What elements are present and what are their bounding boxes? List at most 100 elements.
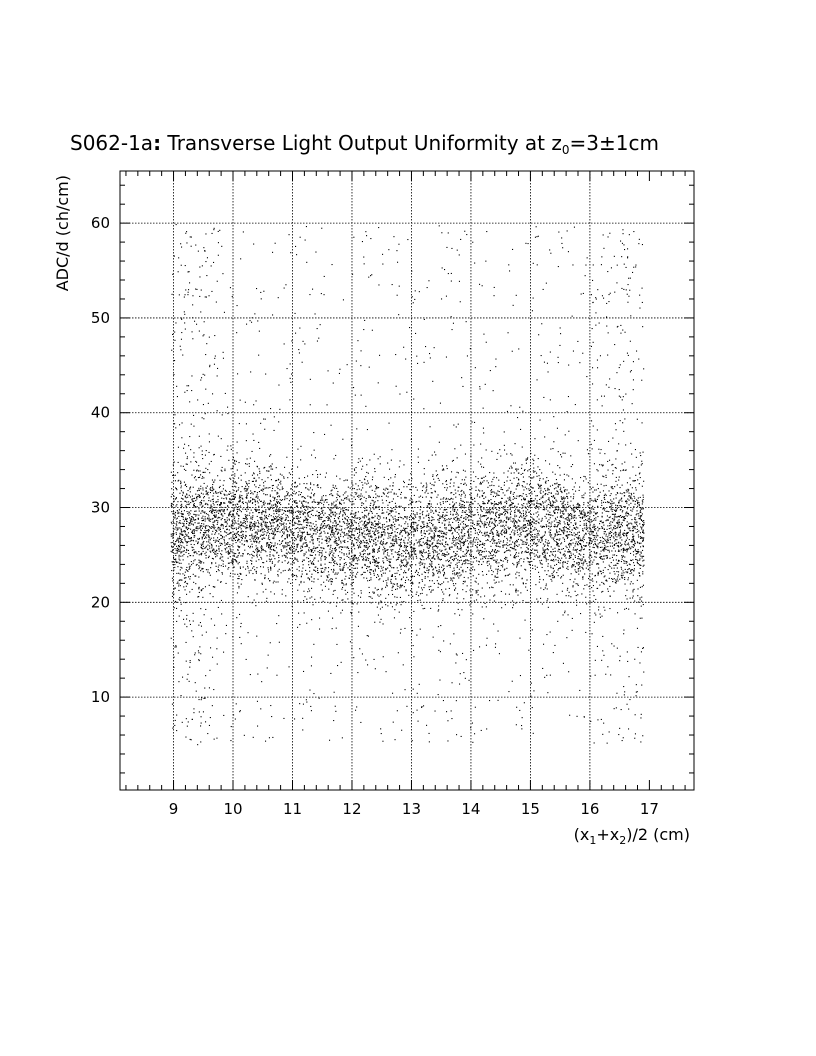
scatter-point [291,521,293,523]
scatter-point [192,529,194,531]
scatter-point [212,509,214,511]
scatter-point [469,555,471,557]
scatter-point [255,560,257,562]
scatter-point [198,562,200,564]
scatter-point [232,535,234,537]
scatter-point [446,565,448,567]
scatter-point [232,457,234,459]
scatter-point [564,497,566,499]
scatter-point [211,518,213,520]
scatter-point [579,540,581,542]
scatter-point [608,528,610,530]
scatter-point [365,476,367,478]
scatter-point [443,574,445,576]
scatter-point [251,543,253,545]
title-colon: : [153,131,161,155]
scatter-point [576,548,578,550]
scatter-point [453,517,455,519]
scatter-point [554,497,556,499]
scatter-point [193,552,195,554]
scatter-point [273,580,275,582]
scatter-point [406,486,408,488]
scatter-point [328,507,330,509]
scatter-point [573,511,575,513]
scatter-point [455,527,457,529]
scatter-point [496,494,498,496]
scatter-point [582,528,584,530]
scatter-point [533,558,535,560]
scatter-point [458,494,460,496]
scatter-point [231,563,233,565]
scatter-point [454,517,456,519]
scatter-point [379,515,381,517]
scatter-point [513,462,515,464]
scatter-point [392,538,394,540]
scatter-point [191,516,193,518]
scatter-point [296,486,298,488]
scatter-point [503,552,505,554]
scatter-point [538,487,540,489]
scatter-point [443,553,445,555]
scatter-point [173,500,175,502]
scatter-point [467,540,469,542]
scatter-point [273,517,275,519]
scatter-point [584,512,586,514]
scatter-point [518,495,520,497]
scatter-point [425,572,427,574]
scatter-point [425,487,427,489]
scatter-point [272,516,274,518]
scatter-point [252,498,254,500]
scatter-point [394,515,396,517]
scatter-point [245,440,247,442]
scatter-point [236,513,238,515]
scatter-point [298,584,300,586]
scatter-point [563,479,565,481]
scatter-point [515,521,517,523]
scatter-point [617,560,619,562]
scatter-point [372,548,374,550]
scatter-point [604,540,606,542]
scatter-point [366,548,368,550]
scatter-point [504,513,506,515]
scatter-point [523,527,525,529]
scatter-point [599,537,601,539]
scatter-point [567,523,569,525]
scatter-point [605,579,607,581]
scatter-point [596,512,598,514]
scatter-point [514,506,516,508]
scatter-point [403,529,405,531]
scatter-point [493,505,495,507]
scatter-point [530,539,532,541]
scatter-point [489,485,491,487]
scatter-point [266,543,268,545]
scatter-point [287,531,289,533]
scatter-point [264,524,266,526]
scatter-point [426,505,428,507]
scatter-point [555,519,557,521]
scatter-point [387,532,389,534]
scatter-point [528,489,530,491]
scatter-point [308,549,310,551]
scatter-point [622,510,624,512]
scatter-point [287,510,289,512]
scatter-point [357,571,359,573]
scatter-point [465,484,467,486]
scatter-point [325,536,327,538]
scatter-point [212,500,214,502]
scatter-point [583,534,585,536]
scatter-point [432,525,434,527]
x-tick-label: 9 [169,800,179,818]
scatter-point [544,501,546,503]
scatter-point [430,536,432,538]
scatter-point [639,517,641,519]
scatter-point [433,533,435,535]
scatter-point [452,538,454,540]
scatter-point [277,543,279,545]
scatter-point [633,538,635,540]
scatter-point [394,596,396,598]
scatter-point [174,566,176,568]
scatter-point [442,483,444,485]
scatter-point [471,510,473,512]
scatter-point [245,574,247,576]
